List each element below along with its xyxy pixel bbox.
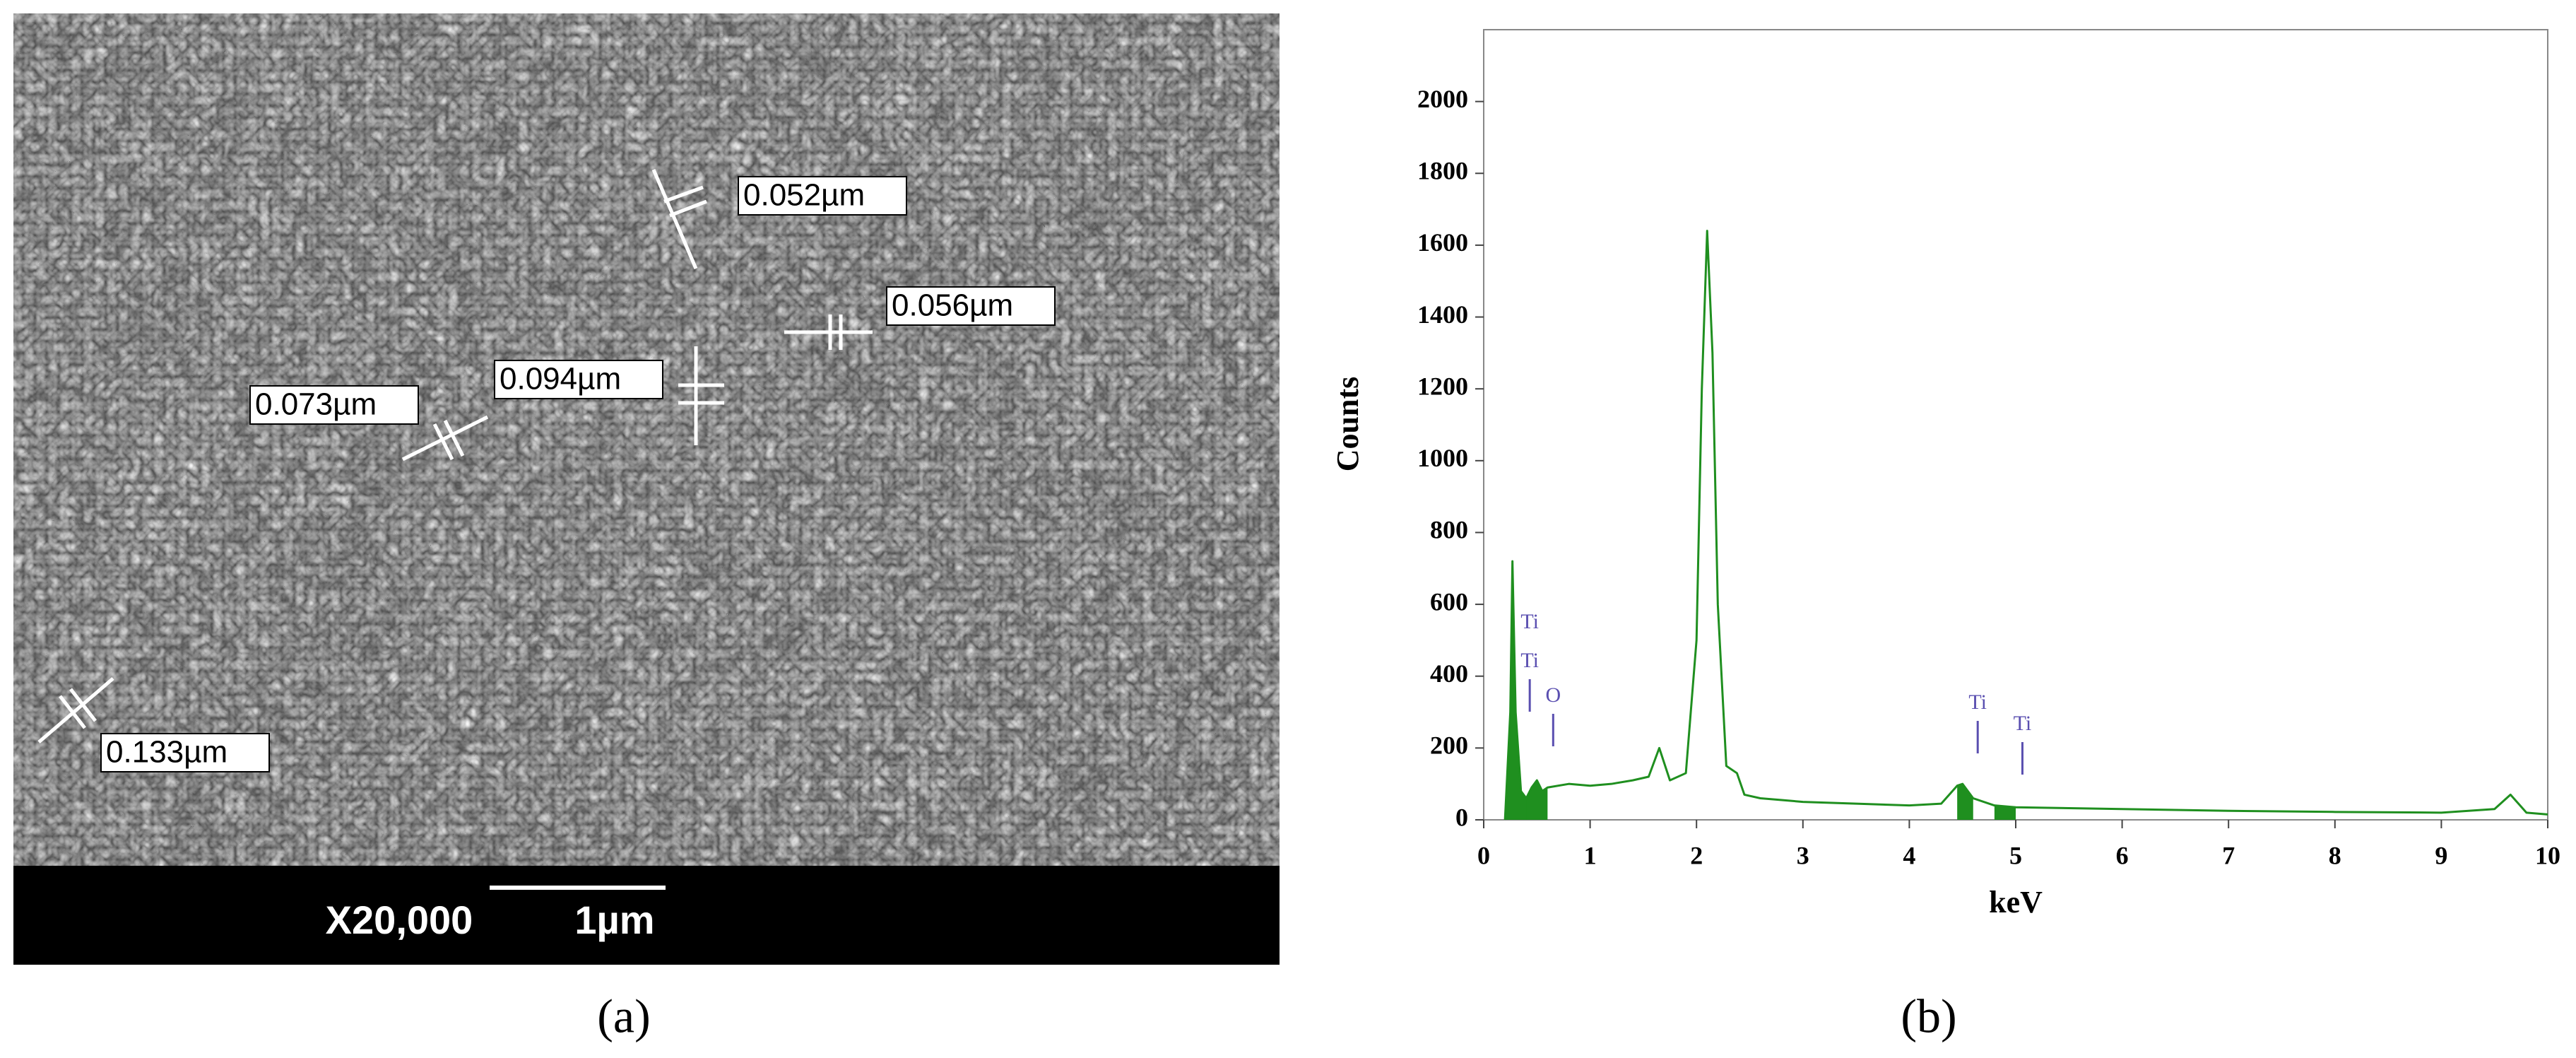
scale-bar-label: 1µm (574, 898, 654, 942)
element-label: Ti (1520, 649, 1539, 672)
label-box (886, 286, 1056, 326)
sem-info-bar (13, 866, 1280, 965)
x-tick-label: 8 (2329, 841, 2341, 869)
y-tick-label: 600 (1430, 587, 1468, 616)
label-box (249, 385, 419, 425)
y-tick-label: 1800 (1417, 157, 1468, 185)
measure-mark (784, 315, 873, 350)
spectrum-line (1503, 230, 2548, 821)
y-tick-label: 1600 (1417, 228, 1468, 257)
y-axis-title: Counts (1330, 377, 1365, 472)
y-tick-label: 800 (1430, 516, 1468, 544)
y-tick-label: 400 (1430, 659, 1468, 688)
x-tick-label: 4 (1903, 841, 1915, 869)
x-tick-label: 1 (1584, 841, 1597, 869)
y-tick-label: 0 (1455, 803, 1468, 831)
x-tick-label: 7 (2222, 841, 2235, 869)
sem-texture (13, 13, 1280, 866)
element-label: Ti (2014, 712, 2032, 735)
measure-label: 0.094µm (500, 362, 621, 396)
measure-label: 0.056µm (892, 288, 1013, 323)
sem-panel: X20,000 1µm 0.052µm 0.056µm 0.094µm 0.07… (13, 13, 1280, 965)
measure-mark (401, 415, 489, 462)
x-tick-label: 5 (2009, 841, 2022, 869)
x-tick-label: 10 (2535, 841, 2560, 869)
measure-labels: 0.052µm 0.056µm 0.094µm 0.073µm 0.133µm (100, 176, 1056, 772)
measure-mark (678, 346, 724, 445)
element-label: Ti (1520, 610, 1539, 633)
y-tick-label: 1400 (1417, 300, 1468, 329)
measure-label: 0.133µm (106, 735, 228, 770)
measure-mark (651, 169, 707, 269)
measure-label: 0.073µm (255, 387, 377, 422)
element-label: Ti (1968, 690, 1987, 714)
x-axis-title: keV (1989, 885, 2043, 919)
y-tick-label: 200 (1430, 731, 1468, 760)
x-tick-label: 3 (1797, 841, 1809, 869)
y-tick-label: 1200 (1417, 372, 1468, 400)
magnification: X20,000 (326, 898, 473, 942)
label-box (100, 733, 270, 772)
y-tick-label: 2000 (1417, 85, 1468, 113)
y-tick-label: 1000 (1417, 444, 1468, 472)
plot-frame (1483, 29, 2548, 821)
x-tick-label: 0 (1477, 841, 1490, 869)
element-label: O (1545, 683, 1561, 707)
peak-fill (1994, 805, 2016, 820)
peak-fill (1505, 561, 1532, 820)
measure-mark (37, 677, 114, 743)
caption: (a) (597, 989, 650, 1043)
peak-fill (1526, 780, 1548, 820)
measure-label: 0.052µm (743, 178, 865, 213)
eds-chart: Counts keV 0 200 400 600 800 1000 1200 1400 1600… (1330, 29, 2560, 919)
x-tick-label: 6 (2116, 841, 2129, 869)
measure-marks (37, 169, 873, 743)
x-tick-label: 9 (2435, 841, 2447, 869)
x-tick-label: 2 (1690, 841, 1703, 869)
peak-fill (1957, 784, 1973, 820)
label-box (738, 176, 907, 216)
label-box (494, 360, 663, 399)
caption: (b) (1901, 989, 1956, 1043)
